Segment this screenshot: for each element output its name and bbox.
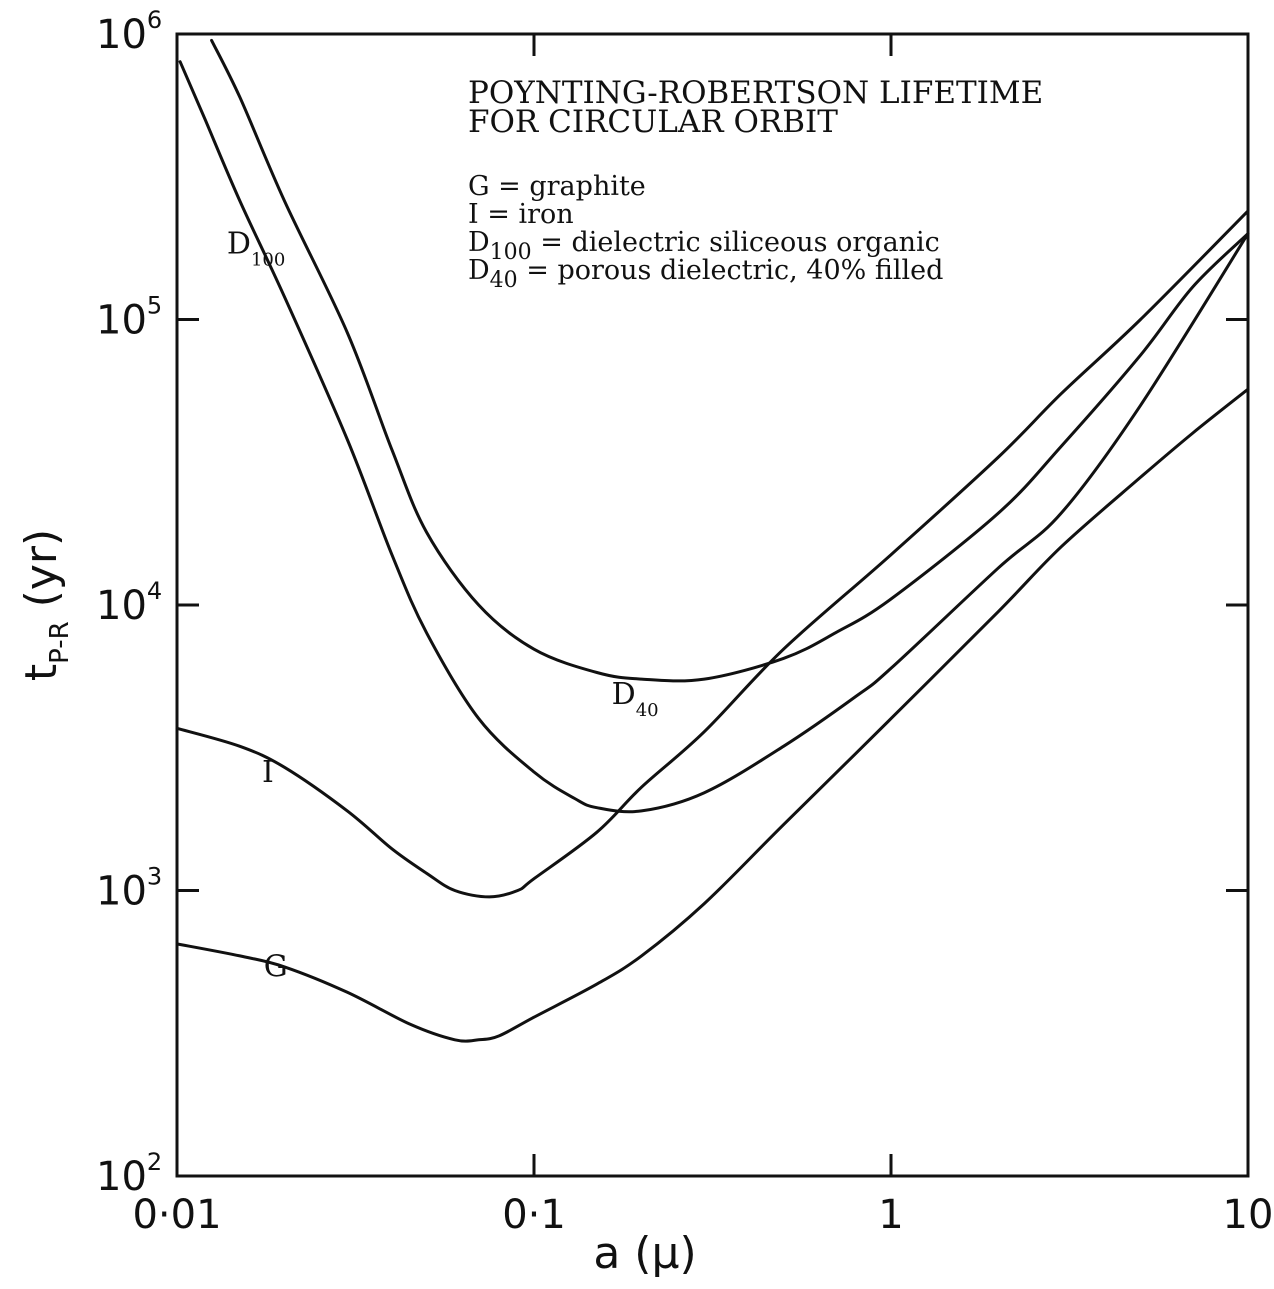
x-tick-label: 0·01 bbox=[132, 1192, 221, 1238]
curve-d40 bbox=[210, 38, 1250, 683]
legend-entry: I = iron bbox=[468, 199, 574, 230]
curve-g bbox=[175, 387, 1250, 1043]
chart-title-line-1: POYNTING-ROBERTSON LIFETIME bbox=[468, 75, 1043, 111]
y-axis-label-sub: P-R bbox=[45, 621, 75, 664]
curve-label-g: G bbox=[264, 949, 288, 984]
curve-i bbox=[175, 209, 1250, 899]
chart-title: POYNTING-ROBERTSON LIFETIME FOR CIRCULAR… bbox=[468, 75, 1043, 140]
x-tick-label: 10 bbox=[1223, 1192, 1274, 1238]
chart-title-line-2: FOR CIRCULAR ORBIT bbox=[468, 104, 838, 140]
x-axis-label: a (μ) bbox=[593, 1228, 696, 1279]
legend-entry: G = graphite bbox=[468, 171, 646, 202]
y-tick-label: 106 bbox=[96, 6, 162, 58]
plot-frame bbox=[175, 32, 1250, 1178]
legend-entry: D40 = porous dielectric, 40% filled bbox=[468, 255, 943, 293]
x-tick-label: 0·1 bbox=[502, 1192, 566, 1238]
y-tick-label: 102 bbox=[96, 1148, 162, 1200]
y-axis-label-main: t bbox=[16, 664, 67, 681]
y-axis-label-unit: (yr) bbox=[16, 529, 67, 621]
y-tick-label: 103 bbox=[96, 863, 162, 915]
y-tick-label: 104 bbox=[96, 577, 162, 629]
axis-ticks: 0·01 0·1 1 10 102 103 104 105 106 bbox=[96, 6, 1273, 1238]
x-axis-label-text: a (μ) bbox=[593, 1228, 696, 1279]
curve-labels: G I D100 D40 bbox=[227, 227, 659, 985]
legend-entry: D100 = dielectric siliceous organic bbox=[468, 227, 940, 265]
curve-label-d40: D40 bbox=[612, 677, 659, 721]
x-tick-label: 1 bbox=[878, 1192, 903, 1238]
curve-d100 bbox=[178, 60, 1250, 814]
y-tick-label: 105 bbox=[96, 292, 162, 344]
curve-label-d100: D100 bbox=[227, 227, 285, 271]
curves bbox=[175, 38, 1250, 1043]
curve-label-i: I bbox=[262, 755, 274, 790]
y-axis-label-text: tP-R (yr) bbox=[16, 529, 75, 681]
y-axis-label: tP-R (yr) bbox=[16, 529, 75, 681]
